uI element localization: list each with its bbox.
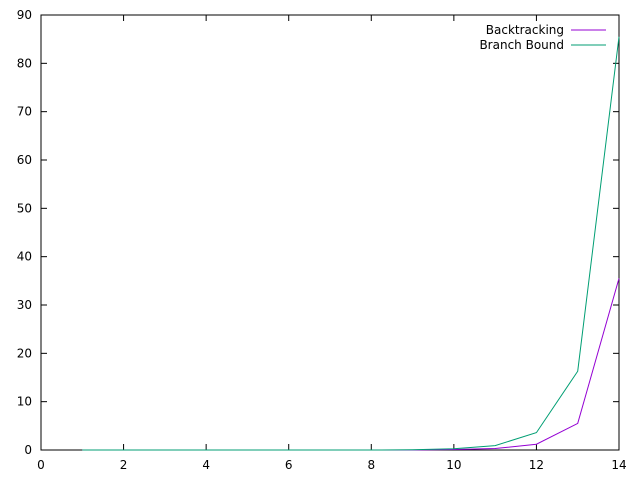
series-line-0: [82, 278, 620, 451]
x-tick-label: 4: [202, 458, 210, 472]
y-tick-label: 0: [24, 443, 32, 457]
plot-frame: [40, 14, 620, 451]
y-tick-label: 10: [17, 395, 32, 409]
y-tick-label: 90: [17, 8, 32, 22]
y-tick-label: 30: [17, 298, 32, 312]
x-tick-label: 10: [446, 458, 461, 472]
y-tick-label: 50: [17, 201, 32, 215]
x-tick-label: 2: [120, 458, 128, 472]
y-tick-label: 80: [17, 56, 32, 70]
x-tick-label: 8: [367, 458, 375, 472]
y-tick-label: 70: [17, 105, 32, 119]
y-tick-label: 60: [17, 153, 32, 167]
y-tick-label: 20: [17, 346, 32, 360]
x-tick-label: 14: [611, 458, 626, 472]
x-tick-label: 6: [285, 458, 293, 472]
series-line-1: [82, 36, 620, 451]
series-lines: [82, 36, 620, 451]
axis-ticks: 0 2 4 6 8 10 12 14 0 10 20 30 40 50 60 70 80 90: [17, 8, 627, 472]
legend-label-1: Branch Bound: [479, 38, 564, 52]
y-tick-label: 40: [17, 250, 32, 264]
x-tick-label: 0: [37, 458, 45, 472]
legend-label-0: Backtracking: [486, 23, 564, 37]
x-tick-label: 12: [529, 458, 544, 472]
